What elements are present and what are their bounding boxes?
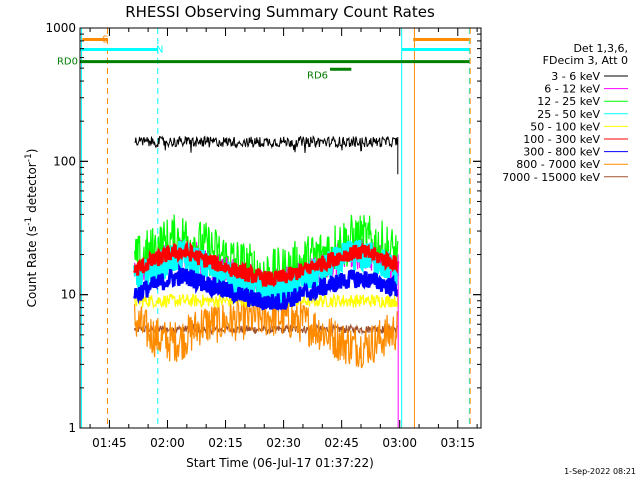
legend-header-line1: Det 1,3,6, <box>573 42 628 55</box>
x-axis-label: Start Time (06-Jul-17 01:37:22) <box>186 456 374 470</box>
y-axis-label-part3: ) <box>25 149 39 154</box>
legend-label-6: 300 - 800 keV <box>523 146 600 159</box>
x-tick-label-5: 03:00 <box>382 436 417 450</box>
legend-label-1: 6 - 12 keV <box>544 83 600 96</box>
flag-label-5: RD6 <box>307 70 328 81</box>
plot-area <box>81 28 471 428</box>
y-axis-label-sup1: -1 <box>24 217 34 226</box>
series-layer <box>133 135 400 428</box>
x-tick-label-4: 02:45 <box>324 436 359 450</box>
flag-label-4: RD0 <box>57 57 78 68</box>
legend-header-line2: FDecim 3, Att 0 <box>543 54 628 67</box>
chart-title: RHESSI Observing Summary Count Rates <box>125 3 435 21</box>
y-axis-label-sup2: -1 <box>24 153 34 162</box>
y-axis-label-part1: Count Rate (s <box>25 226 39 308</box>
flags-layer: S N RD0 RD6 <box>57 34 470 81</box>
x-tick-label-2: 02:15 <box>208 436 243 450</box>
y-tick-label-0: 1 <box>68 421 76 435</box>
footer-timestamp: 1-Sep-2022 08:21 <box>564 467 636 476</box>
legend-label-8: 7000 - 15000 keV <box>502 171 600 184</box>
legend-label-2: 12 - 25 keV <box>537 95 600 108</box>
y-axis-ticks: 1 10 100 1000 <box>45 21 481 435</box>
x-axis-ticks: 01:45 02:00 02:15 02:30 02:45 03:00 03:15 <box>89 28 478 450</box>
x-tick-label-0: 01:45 <box>92 436 127 450</box>
y-axis-label: Count Rate (s-1 detector-1) <box>24 149 39 308</box>
x-tick-label-3: 02:30 <box>266 436 301 450</box>
legend-label-3: 25 - 50 keV <box>537 108 600 121</box>
series-line-6 <box>133 263 399 312</box>
y-axis-label-part2: detector <box>25 162 39 217</box>
x-tick-label-1: 02:00 <box>150 436 185 450</box>
series-line-7 <box>134 296 399 369</box>
plot-frame <box>79 27 482 429</box>
series-line-0 <box>134 135 399 175</box>
legend-label-5: 100 - 300 keV <box>523 133 600 146</box>
legend-label-7: 800 - 7000 keV <box>516 158 600 171</box>
legend-label-0: 3 - 6 keV <box>551 70 600 83</box>
series-line-5 <box>133 240 400 288</box>
legend-label-4: 50 - 100 keV <box>530 120 600 133</box>
flag-label-2: N <box>156 44 163 55</box>
flag-label-0: S <box>102 34 108 45</box>
x-tick-label-6: 03:15 <box>440 436 475 450</box>
y-tick-label-3: 1000 <box>45 21 76 35</box>
y-tick-label-1: 10 <box>61 288 76 302</box>
y-tick-label-2: 100 <box>53 154 76 168</box>
